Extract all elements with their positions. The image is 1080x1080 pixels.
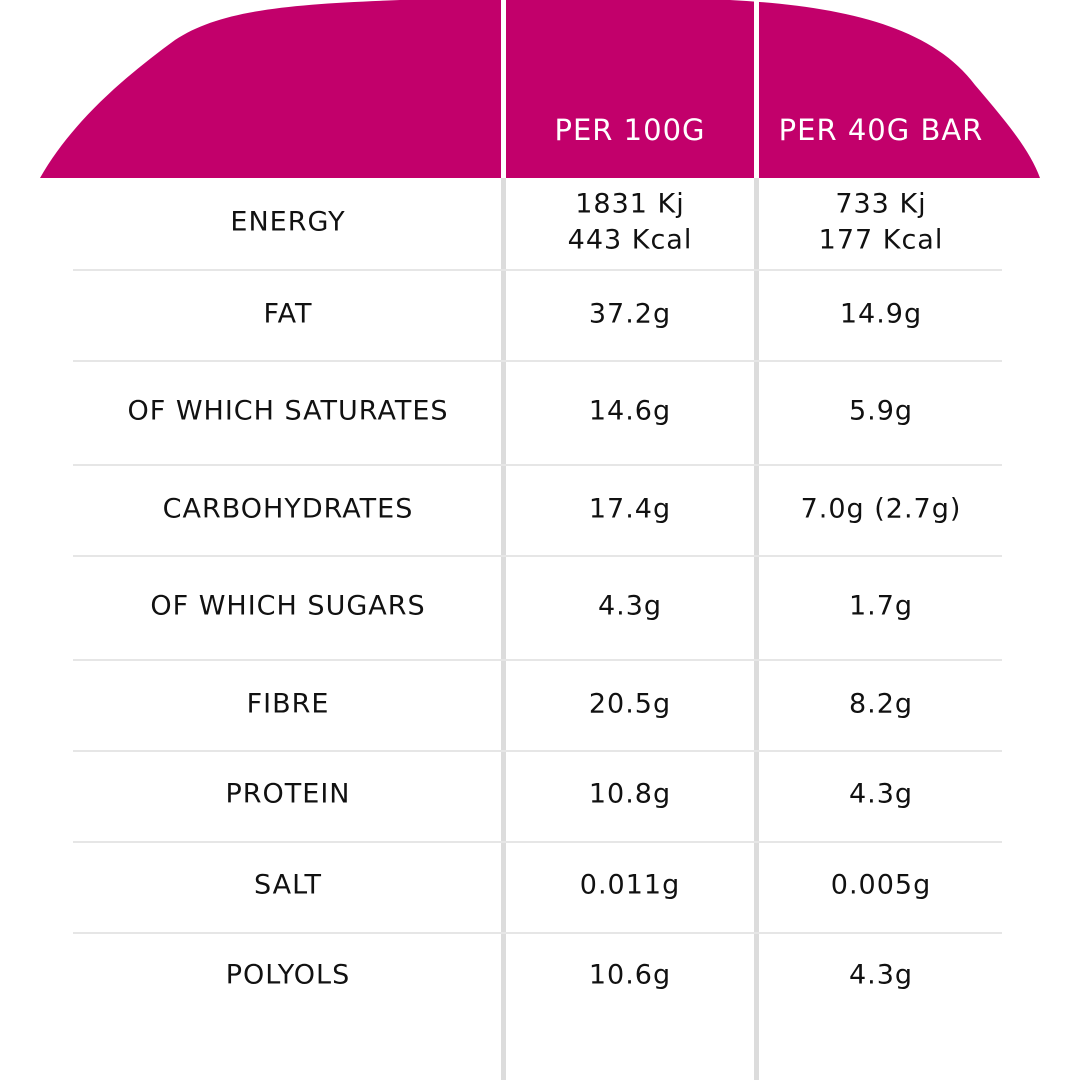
cell-value: 443 Kcal	[568, 225, 693, 256]
row-label: ENERGY	[230, 207, 345, 238]
cell-value: 14.9g	[840, 299, 922, 330]
cell-value: 5.9g	[849, 396, 913, 427]
row-label: OF WHICH SUGARS	[150, 591, 425, 622]
header-divider	[754, 0, 759, 178]
header-banner	[40, 0, 1040, 178]
column-divider	[501, 0, 506, 1080]
header-divider	[501, 0, 506, 178]
row-label: POLYOLS	[226, 960, 350, 991]
cell-value: 4.3g	[849, 779, 913, 810]
row-label: FAT	[264, 299, 313, 330]
cell-value: 20.5g	[589, 689, 671, 720]
cell-value: 7.0g (2.7g)	[801, 494, 962, 525]
cell-value: 177 Kcal	[819, 225, 944, 256]
column-header: PER 100G	[554, 113, 705, 147]
cell-value: 0.011g	[580, 870, 680, 901]
row-label: CARBOHYDRATES	[163, 494, 414, 525]
cell-value: 733 Kj	[835, 189, 926, 220]
row-label: FIBRE	[247, 689, 330, 720]
cell-value: 1.7g	[849, 591, 913, 622]
cell-value: 4.3g	[598, 591, 662, 622]
row-label: OF WHICH SATURATES	[127, 396, 448, 427]
cell-value: 10.6g	[589, 960, 671, 991]
cell-value: 37.2g	[589, 299, 671, 330]
row-label: PROTEIN	[225, 779, 350, 810]
cell-value: 17.4g	[589, 494, 671, 525]
column-header: PER 40G BAR	[779, 113, 984, 147]
cell-value: 10.8g	[589, 779, 671, 810]
cell-value: 14.6g	[589, 396, 671, 427]
cell-value: 4.3g	[849, 960, 913, 991]
row-label: SALT	[254, 870, 322, 901]
cell-value: 8.2g	[849, 689, 913, 720]
column-divider	[754, 0, 759, 1080]
cell-value: 0.005g	[831, 870, 931, 901]
cell-value: 1831 Kj	[575, 189, 685, 220]
